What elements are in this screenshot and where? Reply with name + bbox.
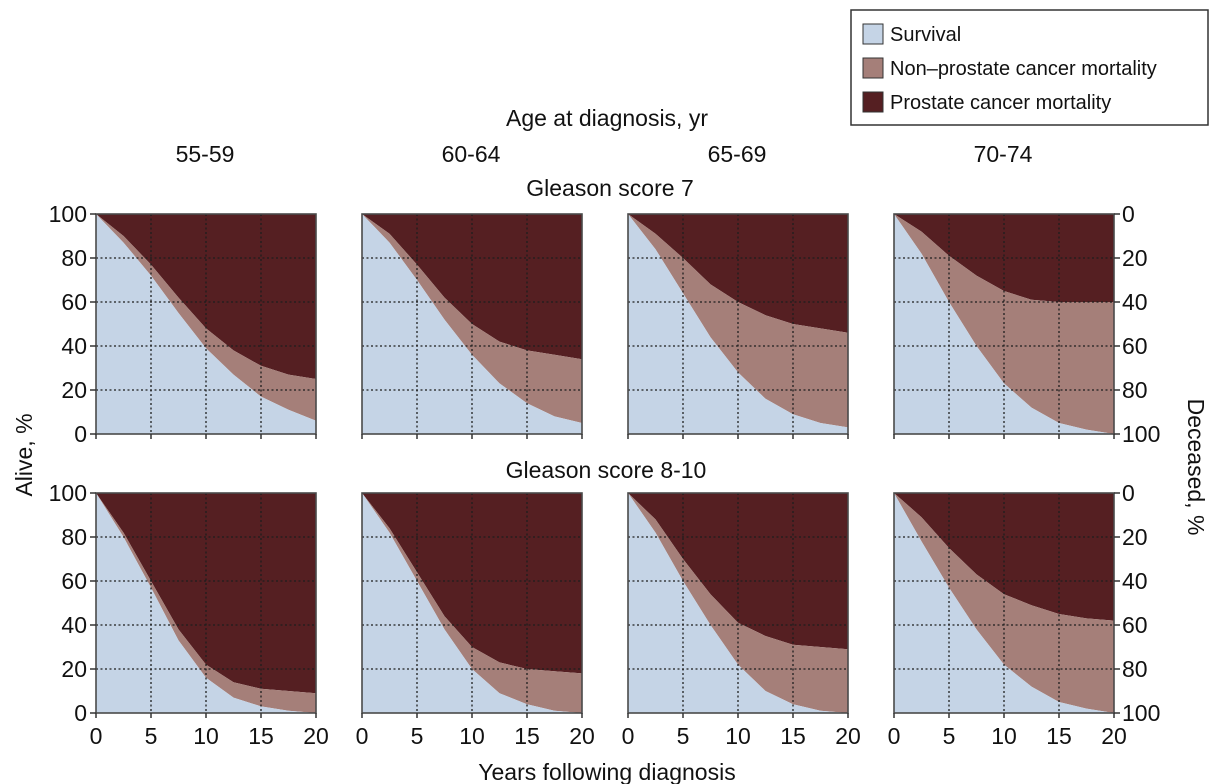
x-tick-label: 0 <box>888 723 901 749</box>
panel-r2-c3: 0 5 10 15 20 <box>622 492 861 749</box>
y-tick-label-left: 40 <box>61 612 87 638</box>
x-tick-label: 20 <box>303 723 329 749</box>
x-tick-label: 5 <box>145 723 158 749</box>
survival-area <box>362 493 582 713</box>
y-tick-label-right: 0 <box>1122 201 1135 227</box>
x-axis-title: Years following diagnosis <box>478 759 735 784</box>
survival-area <box>628 214 848 434</box>
panel-r2-c1: 0 20 40 60 80 100 0 5 10 15 20 <box>49 480 329 749</box>
panel-r1-c2 <box>361 213 583 439</box>
y-tick-label-left: 20 <box>61 377 87 403</box>
column-header-4: 70-74 <box>974 141 1033 167</box>
column-header-1: 55-59 <box>176 141 235 167</box>
legend-label-non-pc: Non–prostate cancer mortality <box>890 58 1157 80</box>
y-tick-label-right: 100 <box>1122 700 1160 726</box>
x-tick-label: 10 <box>725 723 751 749</box>
x-tick-label: 15 <box>1046 723 1072 749</box>
non-prostate-cancer-mortality-area <box>362 214 582 423</box>
legend-swatch-pc <box>862 91 884 113</box>
y-tick-label-left: 100 <box>49 480 87 506</box>
y-tick-label-right: 80 <box>1122 656 1148 682</box>
panel-r2-c2: 0 5 10 15 20 <box>356 492 595 749</box>
x-tick-label: 10 <box>459 723 485 749</box>
x-tick-label: 15 <box>780 723 806 749</box>
x-tick-label: 20 <box>835 723 861 749</box>
y-tick-label-left: 80 <box>61 524 87 550</box>
legend-label-survival: Survival <box>890 24 961 46</box>
x-tick-label: 15 <box>248 723 274 749</box>
y-axis-title-left: Alive, % <box>11 413 37 496</box>
x-tick-label: 5 <box>677 723 690 749</box>
y-tick-label-right: 60 <box>1122 612 1148 638</box>
panel-r1-c1: 0 20 40 60 80 100 <box>49 201 317 447</box>
panel-r1-c4: 100 80 60 40 20 0 <box>893 201 1160 447</box>
legend: Survival Non–prostate cancer mortality P… <box>850 9 1209 126</box>
y-tick-label-left: 60 <box>61 289 87 315</box>
column-header-3: 65-69 <box>708 141 767 167</box>
survival-area <box>894 493 1114 713</box>
row-label-gleason-7: Gleason score 7 <box>526 175 693 201</box>
x-tick-label: 20 <box>569 723 595 749</box>
y-tick-label-right: 20 <box>1122 245 1148 271</box>
panel-r2-c4: 100 80 60 40 20 0 0 5 10 15 20 <box>888 480 1161 749</box>
non-prostate-cancer-mortality-area <box>96 214 316 421</box>
y-tick-label-right: 80 <box>1122 377 1148 403</box>
legend-label-pc: Prostate cancer mortality <box>890 92 1111 114</box>
y-tick-label-right: 60 <box>1122 333 1148 359</box>
survival-area <box>96 214 316 434</box>
x-tick-label: 20 <box>1101 723 1127 749</box>
x-tick-label: 5 <box>411 723 424 749</box>
y-axis-title-right: Deceased, % <box>1183 399 1209 536</box>
y-tick-label-left: 40 <box>61 333 87 359</box>
x-tick-label: 10 <box>991 723 1017 749</box>
figure-title: Age at diagnosis, yr <box>506 105 708 131</box>
x-tick-label: 10 <box>193 723 219 749</box>
y-tick-label-left: 20 <box>61 656 87 682</box>
y-tick-label-right: 0 <box>1122 480 1135 506</box>
legend-swatch-survival <box>862 23 884 45</box>
y-tick-label-right: 100 <box>1122 421 1160 447</box>
row-label-gleason-8-10: Gleason score 8-10 <box>506 457 707 483</box>
non-prostate-cancer-mortality-area <box>628 493 848 713</box>
y-tick-label-right: 20 <box>1122 524 1148 550</box>
survival-area <box>894 214 1114 434</box>
y-tick-label-left: 80 <box>61 245 87 271</box>
x-tick-label: 0 <box>356 723 369 749</box>
y-tick-label-left: 0 <box>74 421 87 447</box>
panel-r1-c3 <box>627 213 849 439</box>
legend-swatch-non-pc <box>862 57 884 79</box>
survival-area <box>96 493 316 713</box>
survival-area <box>362 214 582 434</box>
column-header-2: 60-64 <box>442 141 501 167</box>
x-tick-label: 15 <box>514 723 540 749</box>
y-tick-label-left: 60 <box>61 568 87 594</box>
y-tick-label-right: 40 <box>1122 289 1148 315</box>
y-tick-label-left: 0 <box>74 700 87 726</box>
y-tick-label-right: 40 <box>1122 568 1148 594</box>
survival-area <box>628 493 848 713</box>
x-tick-label: 0 <box>90 723 103 749</box>
non-prostate-cancer-mortality-area <box>628 214 848 428</box>
x-tick-label: 5 <box>943 723 956 749</box>
y-tick-label-left: 100 <box>49 201 87 227</box>
x-tick-label: 0 <box>622 723 635 749</box>
legend-box <box>850 9 1209 126</box>
